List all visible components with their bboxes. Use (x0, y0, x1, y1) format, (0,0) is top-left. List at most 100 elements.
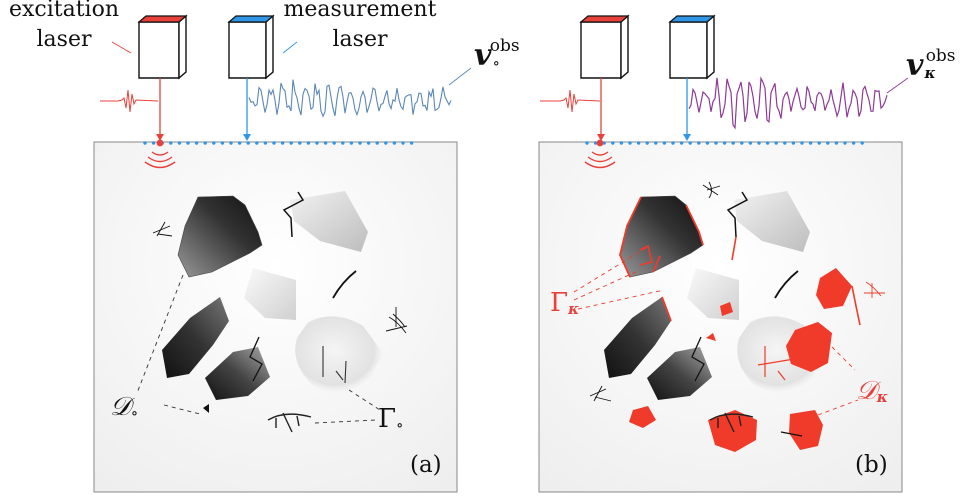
sensor-dot (740, 141, 744, 145)
sensor-dot (349, 141, 354, 145)
signal-sup-a: obs (489, 36, 520, 56)
defect-symbol-b: 𝒟 (856, 376, 877, 406)
panel-tag-b: (b) (855, 452, 888, 478)
damage-dot-b (706, 333, 716, 341)
blob-inclusion-a (295, 316, 383, 393)
sensor-dot (298, 141, 302, 145)
sensor-dot (306, 141, 311, 145)
sensor-dot (280, 141, 285, 145)
signal-sub-b: κ (924, 64, 936, 82)
crack-symbol-a: Γ (378, 404, 397, 434)
sensor-dot (384, 141, 388, 145)
sensor-dot (186, 141, 190, 145)
callouts-a (136, 274, 381, 424)
excitation-pointer-a (111, 41, 132, 54)
crack-cluster-a (267, 412, 312, 433)
excitation-pulse-b (540, 89, 601, 113)
sensor-dot (662, 141, 667, 145)
sensor-dot (636, 141, 641, 145)
sensor-dot (401, 141, 405, 145)
sensor-dot (289, 141, 293, 145)
signal-symbol-a: v (474, 38, 492, 73)
crack-label-a: Γ∘ (378, 404, 403, 434)
panel-tag-a: (a) (410, 452, 442, 478)
light-inclusion-mid-a (244, 268, 296, 320)
crack-low-a (249, 336, 263, 382)
sensor-dot (151, 141, 156, 145)
sensor-dot (688, 141, 692, 145)
sensor-dot (628, 141, 632, 145)
signal-pointer-b (886, 77, 909, 94)
damage-edge-left-b (661, 296, 672, 322)
sensor-dot (323, 141, 328, 145)
dark-inclusion-low-b (647, 347, 712, 400)
sensor-dot (194, 141, 199, 145)
wave-arcs-a (144, 151, 176, 169)
measurement-label-line2: laser (332, 27, 388, 52)
sensor-dot (774, 141, 778, 145)
sensor-dot (851, 141, 856, 145)
crack-label-b: Γκ (550, 288, 579, 318)
crack-sub-b: κ (568, 300, 580, 318)
sensor-dot (255, 141, 259, 145)
measurement-laser-a (227, 14, 275, 141)
sensor-dot (722, 141, 727, 145)
dark-inclusion-left-a (162, 297, 229, 378)
sensor-dot (800, 141, 804, 145)
damage-crack-top-b (639, 236, 737, 266)
damage-region-right-b (816, 268, 852, 309)
sensor-dot (834, 141, 839, 145)
sensor-dot (645, 141, 649, 145)
sensor-dot (409, 141, 414, 145)
sensor-dot (358, 141, 362, 145)
damage-small-b (720, 302, 733, 316)
sensor-dot (783, 141, 787, 145)
signal-label-b: vκobs (906, 46, 956, 83)
direction-arrows-icon-b3 (589, 385, 612, 402)
sensor-dot (654, 141, 658, 145)
excitation-laser-b (579, 14, 630, 141)
sensor-dot (843, 141, 847, 145)
sensor-dot (808, 141, 813, 145)
signal-sub-a: ∘ (492, 54, 500, 72)
sensor-dot (237, 141, 242, 145)
sensor-dot (341, 141, 345, 145)
measurement-laser-label: measurement laser (280, 0, 440, 54)
excitation-point-a (156, 139, 164, 147)
crack-symbol-b: Γ (550, 288, 569, 318)
sensor-dot (315, 141, 319, 145)
signal-trace-b (688, 76, 888, 130)
excitation-laser-label: excitation laser (0, 0, 128, 54)
excitation-label-line1: excitation (8, 0, 120, 22)
sensor-dot (392, 141, 397, 145)
dark-inclusion-left-b (604, 297, 671, 378)
damage-edge-top-b (619, 196, 704, 278)
sensor-dot (143, 141, 147, 145)
sensor-dot (229, 141, 233, 145)
signal-sup-b: obs (925, 46, 956, 66)
sensor-dot (220, 141, 225, 145)
direction-arrows-icon-b1 (702, 181, 721, 199)
sensor-dot (366, 141, 371, 145)
sensor-dot (602, 141, 606, 145)
sensor-dot (714, 141, 718, 145)
crack-blob-a (322, 346, 347, 384)
dark-inclusion-top-a (177, 195, 263, 278)
damage-crack-right-b (851, 285, 861, 326)
defect-label-a: 𝒟∘ (110, 392, 138, 423)
sensor-dot (791, 141, 796, 145)
direction-arrows-icon-a2 (385, 307, 408, 334)
sensor-dot (765, 141, 770, 145)
damage-crack-blob-b (757, 346, 801, 381)
sensor-dot (272, 141, 276, 145)
crack-curve-b (774, 270, 799, 299)
crack-cluster-b (709, 412, 754, 433)
measurement-pointer-a (282, 41, 298, 54)
sensor-dot (203, 141, 207, 145)
sensor-dot (679, 141, 684, 145)
measurement-label-line1: measurement (283, 0, 437, 22)
sensor-dot (332, 141, 336, 145)
measurement-laser-b (668, 14, 716, 141)
sensor-dot (246, 141, 250, 145)
